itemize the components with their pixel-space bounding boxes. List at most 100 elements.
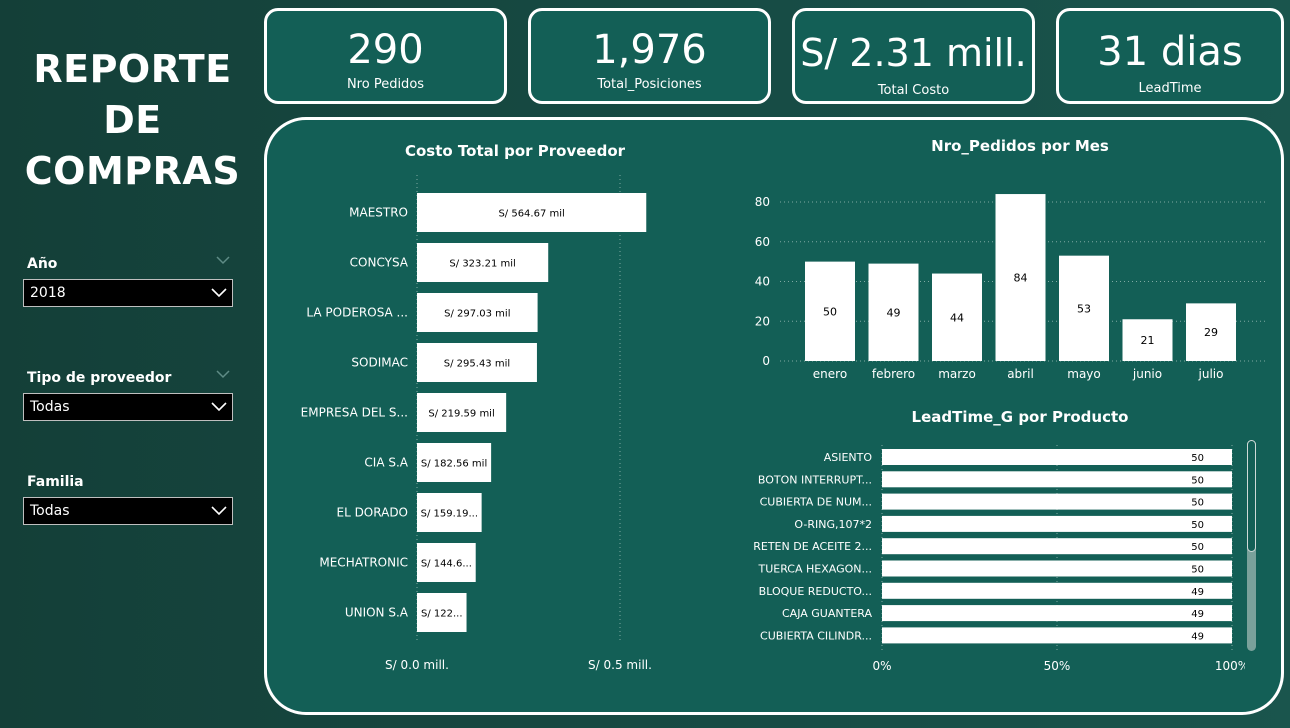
category-label: CIA S.A — [364, 456, 408, 470]
bar — [882, 449, 1232, 465]
chevron-down-icon — [211, 506, 227, 516]
chevron-down-icon — [211, 288, 227, 298]
bar — [882, 493, 1232, 510]
data-label: 50 — [1191, 498, 1204, 509]
x-tick-label: abril — [1007, 367, 1034, 381]
data-label: 49 — [1191, 631, 1204, 642]
data-label: 84 — [1014, 272, 1028, 285]
slicer-label-year: Año — [27, 256, 58, 272]
slicer-label-family: Familia — [27, 474, 84, 490]
y-tick-label: 80 — [755, 195, 770, 209]
bar — [1122, 319, 1173, 361]
data-label: S/ 295.43 mil — [444, 359, 510, 370]
data-label: 50 — [1191, 542, 1204, 553]
data-label: 49 — [1191, 587, 1204, 598]
category-label: RETEN DE ACEITE 2... — [753, 540, 872, 553]
data-label: S/ 182.56 mil — [421, 459, 487, 470]
category-label: UNION S.A — [345, 606, 409, 620]
bar — [882, 605, 1232, 622]
bar — [417, 443, 492, 482]
bar — [417, 243, 549, 282]
chart-orders-by-month: 80 60 40 20 0 50 enero 49 febrero 44 marzo 84 abril 5… — [755, 194, 1265, 381]
kpi-value: 290 — [347, 27, 424, 73]
kpi-label: LeadTime — [1138, 81, 1202, 96]
category-label: CONCYSA — [350, 256, 409, 270]
data-label: 50 — [823, 305, 837, 318]
data-label: 50 — [1191, 475, 1204, 486]
bar — [417, 193, 647, 232]
data-label: S/ 219.59 mil — [428, 409, 494, 420]
y-tick-label: 20 — [755, 314, 770, 328]
kpi-card-total-cost: S/ 2.31 mill. Total Costo — [792, 8, 1035, 104]
x-tick-label: febrero — [872, 367, 915, 381]
slicer-dropdown-year[interactable]: 2018 — [23, 279, 233, 307]
slicer-label-supplier-type: Tipo de proveedor — [27, 370, 172, 386]
y-tick-label: 40 — [755, 275, 770, 289]
kpi-value: 1,976 — [592, 27, 707, 73]
chart-title-leadtime-by-product: LeadTime_G por Producto — [911, 408, 1129, 426]
bar — [882, 538, 1232, 555]
x-tick-label: 50% — [1044, 659, 1071, 673]
category-label: TUERCA HEXAGON... — [757, 563, 872, 576]
bar — [417, 293, 538, 332]
data-label: S/ 144.6... — [421, 559, 472, 570]
bar — [882, 627, 1232, 644]
kpi-value: S/ 2.31 mill. — [800, 31, 1027, 75]
category-label: BLOQUE REDUCTO... — [759, 585, 872, 598]
category-label: SODIMAC — [351, 356, 408, 370]
x-tick-label: junio — [1132, 367, 1162, 381]
category-label: EL DORADO — [336, 506, 408, 520]
bar — [882, 560, 1232, 577]
slicer-collapse-icon[interactable] — [216, 255, 230, 265]
data-label: S/ 323.21 mil — [449, 259, 515, 270]
y-tick-label: 0 — [762, 354, 770, 368]
kpi-card-positions: 1,976 Total_Posiciones — [528, 8, 771, 104]
category-label: CAJA GUANTERA — [782, 607, 872, 620]
product-chart-scrollbar-thumb[interactable] — [1247, 440, 1256, 552]
x-tick-label: S/ 0.0 mill. — [385, 658, 449, 672]
x-tick-label: julio — [1198, 367, 1224, 381]
slicer-value: Todas — [30, 503, 70, 519]
data-label: 49 — [1191, 609, 1204, 620]
category-label: O-RING,107*2 — [794, 518, 872, 531]
category-label: BOTON INTERRUPT... — [758, 473, 872, 486]
bar — [932, 273, 982, 361]
report-title: REPORTE DE COMPRAS — [20, 44, 245, 197]
data-label: 53 — [1077, 302, 1091, 315]
slicer-dropdown-supplier-type[interactable]: Todas — [23, 393, 233, 421]
data-label: S/ 297.03 mil — [444, 309, 510, 320]
kpi-label: Nro Pedidos — [346, 77, 425, 92]
chart-title-orders-by-month: Nro_Pedidos por Mes — [931, 137, 1109, 155]
bar — [868, 263, 919, 361]
report-title-line: REPORTE — [33, 47, 232, 91]
data-label: S/ 122... — [421, 609, 463, 620]
chart-cost-by-supplier: MAESTRO S/ 564.67 mil CONCYSA S/ 323.21 mil… — [301, 175, 652, 672]
x-tick-label: mayo — [1067, 367, 1101, 381]
data-label: 29 — [1204, 326, 1218, 339]
bar — [805, 261, 855, 361]
x-tick-label: S/ 0.5 mill. — [588, 658, 652, 672]
chevron-down-icon — [211, 402, 227, 412]
bar — [1186, 303, 1236, 361]
data-label: 50 — [1191, 565, 1204, 576]
bar — [417, 593, 467, 632]
bar — [882, 471, 1232, 488]
report-title-line: COMPRAS — [24, 149, 241, 193]
category-label: ASIENTO — [824, 451, 873, 464]
slicer-dropdown-family[interactable]: Todas — [23, 497, 233, 525]
bar — [417, 543, 476, 582]
category-label: CUBIERTA DE NUM... — [760, 496, 872, 509]
x-tick-label: marzo — [938, 367, 976, 381]
category-label: MAESTRO — [349, 206, 408, 220]
category-label: MECHATRONIC — [319, 556, 408, 570]
slicer-collapse-icon[interactable] — [216, 369, 230, 379]
x-tick-label: 0% — [872, 659, 891, 673]
data-label: 50 — [1191, 520, 1204, 531]
bar — [1059, 255, 1109, 361]
data-label: 44 — [950, 311, 964, 324]
chart-leadtime-by-product: ASIENTO 50 BOTON INTERRUPT... 50 CUBIERTA DE… — [753, 445, 1245, 673]
category-label: LA PODEROSA ... — [306, 306, 408, 320]
x-tick-label: 100% — [1215, 659, 1245, 673]
data-label: S/ 564.67 mil — [498, 209, 564, 220]
kpi-label: Total_Posiciones — [597, 77, 702, 92]
